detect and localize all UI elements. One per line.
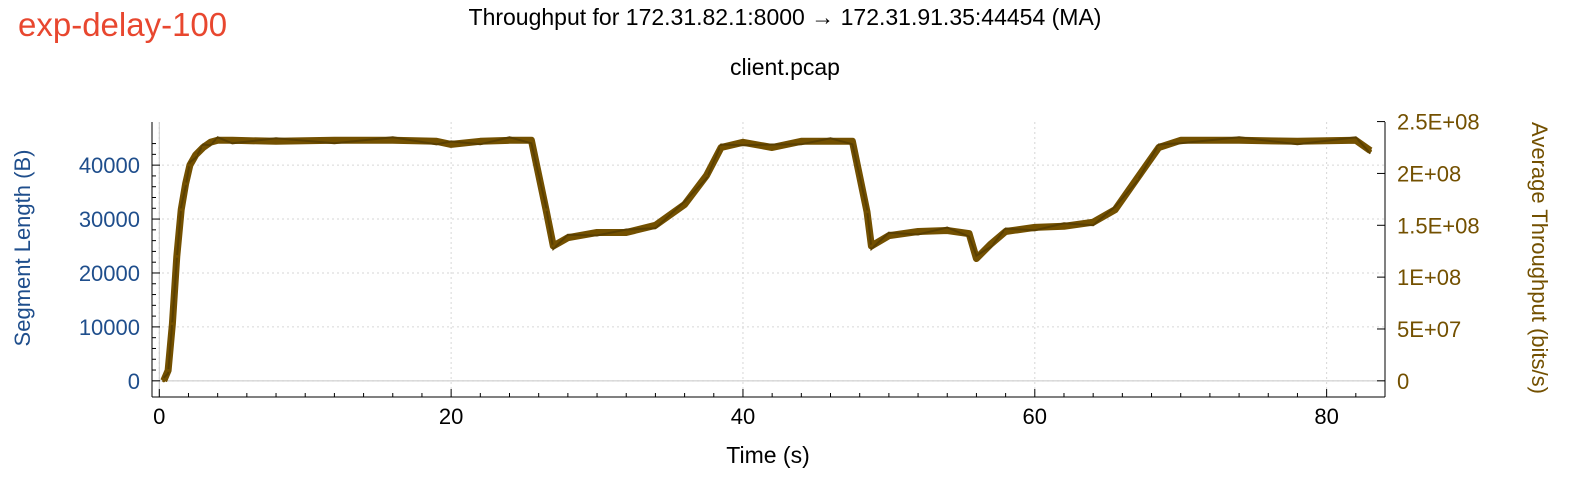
data-point — [170, 322, 174, 326]
data-point — [449, 142, 453, 146]
data-point — [566, 236, 570, 240]
data-point — [274, 139, 278, 143]
data-point — [208, 140, 212, 144]
y-left-tick-label: 20000 — [79, 261, 140, 286]
data-point — [653, 223, 657, 227]
tick-labels: 0 20 40 60 80 0 10000 20000 30000 40000 0 5E+07 1E+0… — [79, 110, 1480, 429]
data-point — [179, 208, 183, 212]
chart-subtitle: client.pcap — [730, 54, 840, 80]
experiment-tag: exp-delay-100 — [18, 6, 228, 43]
x-tick-label: 0 — [153, 404, 165, 429]
data-point — [529, 138, 533, 142]
data-point — [1113, 208, 1117, 212]
y-left-tick-label: 30000 — [79, 207, 140, 232]
data-point — [989, 242, 993, 246]
data-point — [865, 210, 869, 214]
data-point — [770, 146, 774, 149]
data-point — [829, 139, 832, 143]
y-right-tick-label: 1.5E+08 — [1397, 213, 1480, 238]
data-point — [1062, 224, 1066, 228]
data-point — [216, 138, 220, 142]
data-point — [945, 229, 949, 232]
data-point — [799, 139, 803, 143]
axes — [151, 121, 1386, 398]
data-point — [595, 231, 599, 234]
data-point — [201, 146, 205, 149]
data-point — [705, 174, 708, 177]
series-group — [160, 136, 1373, 383]
data-point — [478, 139, 482, 143]
data-point — [166, 369, 170, 372]
x-tick-label: 40 — [731, 404, 755, 429]
data-point — [887, 234, 891, 238]
data-point — [551, 244, 555, 248]
data-point — [194, 153, 198, 157]
data-point — [1135, 177, 1139, 181]
data-point — [624, 231, 628, 234]
data-point — [435, 139, 438, 143]
data-point — [1295, 139, 1299, 143]
y-right-tick-label: 2E+08 — [1397, 161, 1461, 186]
data-point — [508, 138, 511, 142]
data-point — [544, 208, 548, 212]
throughput-line-jitter — [163, 136, 1372, 379]
y-axis-left-label: Segment Length (B) — [10, 150, 35, 347]
y-right-tick-label: 5E+07 — [1397, 317, 1461, 342]
data-point — [188, 163, 192, 167]
data-point — [719, 146, 723, 149]
data-point — [1368, 149, 1372, 153]
data-point — [683, 203, 687, 206]
y-right-tick-label: 0 — [1397, 369, 1409, 394]
data-point — [967, 232, 971, 236]
data-point — [1004, 230, 1008, 233]
data-point — [974, 257, 978, 260]
data-point — [1179, 138, 1183, 142]
data-point — [1157, 146, 1161, 149]
grid — [152, 122, 1385, 397]
data-point — [332, 138, 336, 142]
y-left-tick-label: 0 — [128, 369, 140, 394]
data-point — [1237, 138, 1241, 142]
x-tick-label: 80 — [1314, 404, 1338, 429]
data-point — [391, 138, 395, 142]
data-point — [869, 244, 873, 248]
data-point — [230, 138, 234, 142]
data-point — [916, 230, 920, 233]
data-point — [175, 254, 179, 258]
x-axis-label: Time (s) — [726, 442, 809, 468]
chart-title: Throughput for 172.31.82.1:8000 → 172.31… — [468, 4, 1102, 30]
data-point — [1091, 220, 1095, 224]
data-point — [741, 140, 745, 144]
data-point — [162, 379, 166, 383]
throughput-line — [160, 136, 1373, 383]
y-left-tick-label: 10000 — [79, 315, 140, 340]
data-point — [850, 139, 854, 143]
data-point — [1033, 225, 1037, 229]
x-tick-label: 60 — [1023, 404, 1047, 429]
y-left-tick-label: 40000 — [79, 153, 140, 178]
y-axis-right-label: Average Throughput (bits/s) — [1527, 122, 1552, 394]
y-right-tick-label: 1E+08 — [1397, 265, 1461, 290]
data-point — [1354, 138, 1358, 142]
x-tick-label: 20 — [439, 404, 463, 429]
y-right-tick-label: 2.5E+08 — [1397, 110, 1480, 135]
data-point — [184, 182, 188, 186]
